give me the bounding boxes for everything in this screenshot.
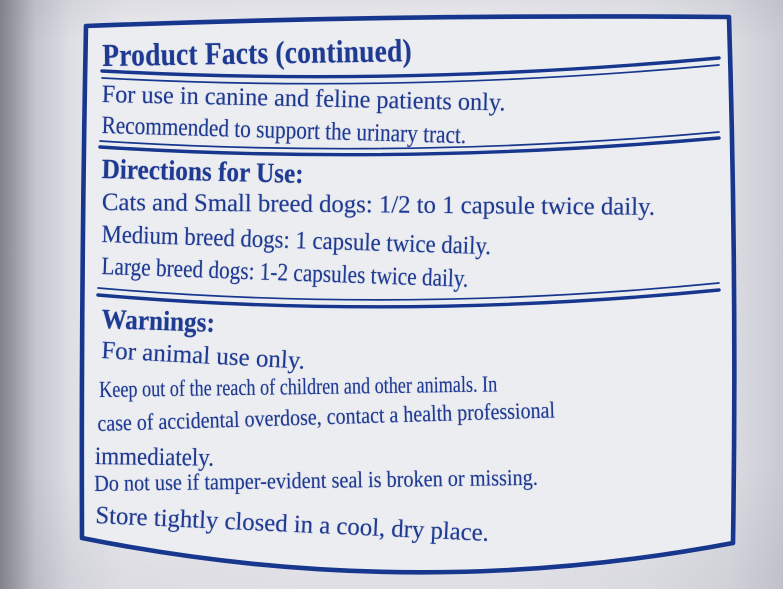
divider-directions-thin: [99, 131, 720, 150]
warnings-heading: Warnings:: [100, 304, 216, 339]
divider-title-thick: [100, 56, 721, 79]
label-border: [79, 14, 737, 575]
directions-line: Cats and Small breed dogs: 1/2 to 1 caps…: [101, 189, 656, 221]
warnings-line: immediately.: [94, 443, 215, 472]
divider-warnings-thin: [97, 282, 720, 301]
warnings-line: Keep out of the reach of children and ot…: [98, 371, 498, 402]
divider-title-thin: [101, 64, 720, 85]
divider-warnings-thick: [96, 288, 721, 309]
divider-directions-thick: [98, 136, 721, 157]
directions-heading: Directions for Use:: [101, 154, 305, 190]
warnings-line: Do not use if tamper-evident seal is bro…: [93, 464, 538, 496]
product-facts-title: Product Facts (continued): [101, 32, 413, 73]
